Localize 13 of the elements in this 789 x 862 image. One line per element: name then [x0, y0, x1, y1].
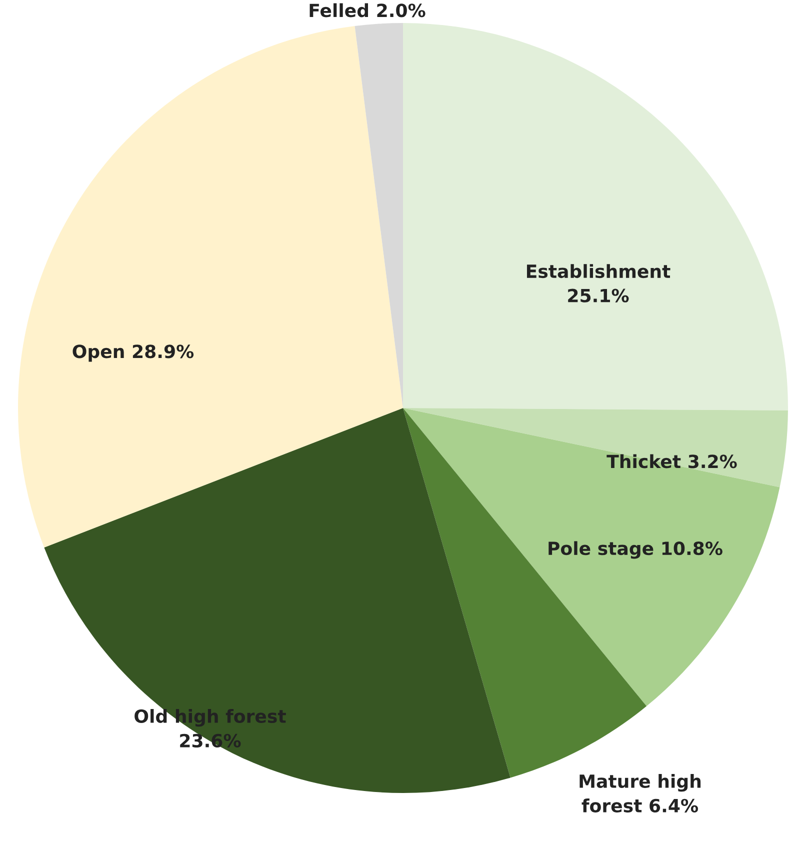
slice-label: Open 28.9% — [72, 344, 194, 362]
data-label: 25.1% — [568, 288, 629, 302]
slice-label: Establishment — [526, 264, 670, 278]
pie-slice — [403, 23, 788, 410]
slice-label: Pole stage 10.8% — [548, 541, 722, 559]
slice-label: Felled 2.0% — [310, 3, 426, 18]
slice-label: Thicket 3.2% — [606, 454, 737, 468]
pie-slice — [44, 408, 510, 793]
pie-slice — [18, 26, 403, 548]
pie-slice — [403, 408, 788, 488]
slice-label: Mature high forest 6.4% — [580, 774, 701, 812]
pie-slice — [354, 23, 403, 408]
pie-slice — [403, 408, 780, 706]
